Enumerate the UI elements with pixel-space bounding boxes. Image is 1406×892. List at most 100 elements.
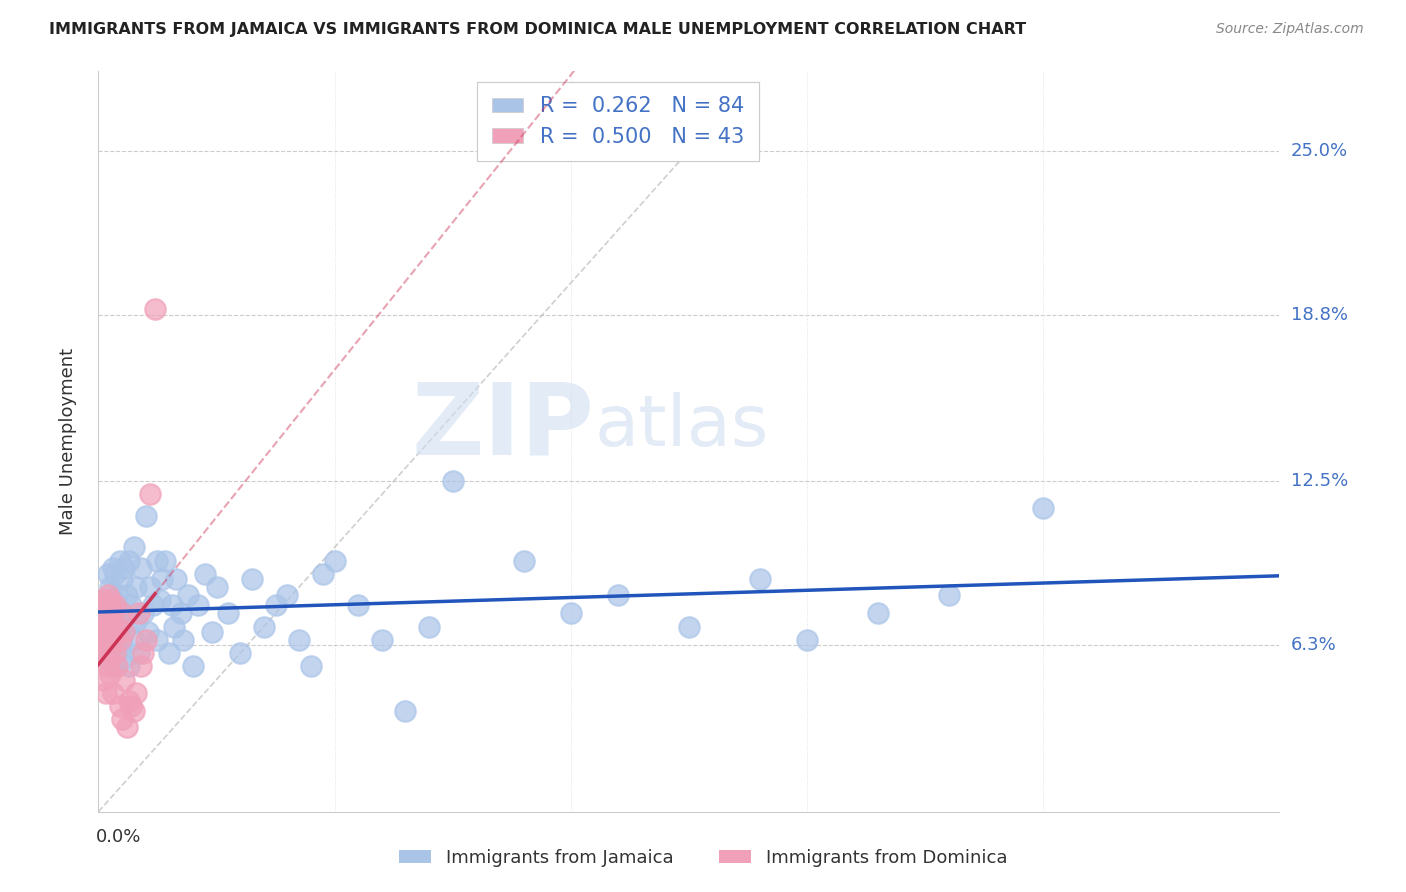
Point <box>187 599 209 613</box>
Point <box>240 572 263 586</box>
Point <box>98 593 121 607</box>
Point <box>94 646 117 660</box>
Point <box>121 698 143 713</box>
Point <box>205 580 228 594</box>
Point <box>125 615 148 629</box>
Point <box>112 624 135 639</box>
Point <box>132 646 155 660</box>
Point <box>153 553 176 567</box>
Point <box>181 659 204 673</box>
Point <box>299 659 322 673</box>
Point <box>323 553 346 567</box>
Point <box>150 572 173 586</box>
Point <box>108 553 131 567</box>
Point <box>97 588 120 602</box>
Point <box>98 624 121 639</box>
Point <box>135 632 157 647</box>
Point <box>157 646 180 660</box>
Point <box>108 632 131 647</box>
Point <box>394 704 416 718</box>
Point <box>194 566 217 581</box>
Text: 25.0%: 25.0% <box>1291 142 1348 160</box>
Point <box>101 632 124 647</box>
Point <box>118 659 141 673</box>
Point <box>97 659 120 673</box>
Point <box>101 638 124 652</box>
Point <box>139 487 162 501</box>
Point <box>90 607 112 621</box>
Point <box>115 619 138 633</box>
Point <box>105 619 128 633</box>
Point <box>111 632 134 647</box>
Point <box>512 553 534 567</box>
Text: atlas: atlas <box>595 392 769 461</box>
Point <box>94 599 117 613</box>
Point <box>101 607 124 621</box>
Point <box>97 651 120 665</box>
Point <box>201 624 224 639</box>
Point <box>111 712 134 726</box>
Y-axis label: Male Unemployment: Male Unemployment <box>59 348 77 535</box>
Point <box>112 561 135 575</box>
Point <box>101 593 124 607</box>
Point <box>104 659 127 673</box>
Point <box>129 561 152 575</box>
Point <box>678 619 700 633</box>
Point <box>560 607 582 621</box>
Point <box>229 646 252 660</box>
Point <box>104 566 127 581</box>
Point <box>105 624 128 639</box>
Point <box>938 588 960 602</box>
Point <box>160 599 183 613</box>
Point <box>441 474 464 488</box>
Point <box>288 632 311 647</box>
Point <box>132 607 155 621</box>
Point <box>98 667 121 681</box>
Point <box>108 698 131 713</box>
Text: 18.8%: 18.8% <box>1291 306 1347 324</box>
Point <box>91 607 114 621</box>
Point <box>94 632 117 647</box>
Point <box>111 607 134 621</box>
Point <box>115 720 138 734</box>
Point <box>105 659 128 673</box>
Legend: R =  0.262   N = 84, R =  0.500   N = 43: R = 0.262 N = 84, R = 0.500 N = 43 <box>478 82 759 161</box>
Point <box>94 593 117 607</box>
Point <box>105 646 128 660</box>
Text: IMMIGRANTS FROM JAMAICA VS IMMIGRANTS FROM DOMINICA MALE UNEMPLOYMENT CORRELATIO: IMMIGRANTS FROM JAMAICA VS IMMIGRANTS FR… <box>49 22 1026 37</box>
Text: 12.5%: 12.5% <box>1291 472 1348 491</box>
Point <box>98 607 121 621</box>
Point <box>607 588 630 602</box>
Point <box>91 632 114 647</box>
Point <box>165 572 187 586</box>
Point <box>94 619 117 633</box>
Point <box>118 553 141 567</box>
Point <box>122 632 145 647</box>
Point <box>146 632 169 647</box>
Point <box>146 553 169 567</box>
Point <box>108 615 131 629</box>
Point <box>136 624 159 639</box>
Point <box>418 619 440 633</box>
Point <box>91 646 114 660</box>
Point <box>121 599 143 613</box>
Text: Source: ZipAtlas.com: Source: ZipAtlas.com <box>1216 22 1364 37</box>
Text: ZIP: ZIP <box>412 378 595 475</box>
Point <box>111 607 134 621</box>
Legend: Immigrants from Jamaica, Immigrants from Dominica: Immigrants from Jamaica, Immigrants from… <box>392 842 1014 874</box>
Point <box>253 619 276 633</box>
Point <box>97 566 120 581</box>
Point <box>129 659 152 673</box>
Point <box>371 632 394 647</box>
Point <box>111 572 134 586</box>
Point <box>170 607 193 621</box>
Point <box>1032 500 1054 515</box>
Point <box>101 686 124 700</box>
Point <box>94 686 117 700</box>
Point <box>312 566 335 581</box>
Point <box>112 673 135 687</box>
Point <box>142 599 165 613</box>
Point <box>104 624 127 639</box>
Point <box>128 646 150 660</box>
Point <box>139 580 162 594</box>
